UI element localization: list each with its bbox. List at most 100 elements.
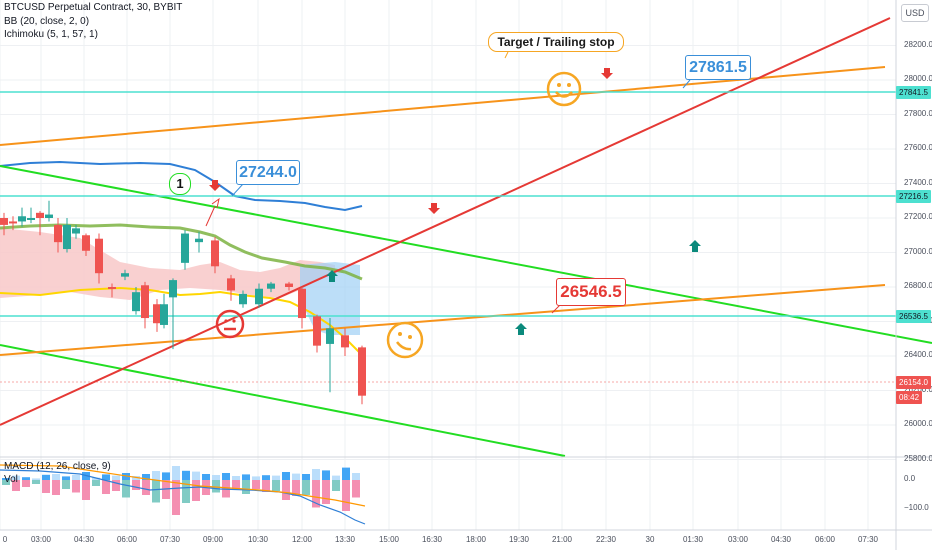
pointer-arrow-head: [211, 197, 220, 209]
candle: [313, 314, 321, 353]
time-axis-label: 07:30: [159, 535, 181, 544]
price-axis-label: 27600.0: [904, 143, 932, 152]
down-arrow-icon: [601, 68, 613, 79]
price-axis-label: 28200.0: [904, 39, 932, 49]
macd-bar: [292, 473, 300, 496]
macd-bar: [192, 471, 200, 501]
candle: [169, 278, 177, 350]
price-tag: 27841.5: [896, 86, 931, 99]
macd-bar: [152, 471, 160, 503]
macd-bar: [162, 472, 170, 499]
candle: [326, 318, 334, 393]
time-axis-label: 07:30: [857, 535, 879, 544]
time-axis-label: 22:30: [595, 535, 617, 544]
up-arrow-icon: [689, 240, 701, 252]
target-callout[interactable]: Target / Trailing stop: [488, 32, 624, 52]
candle: [36, 211, 44, 236]
signal-line: [0, 464, 366, 507]
macd-bar: [212, 475, 220, 493]
time-axis-label: 04:30: [73, 535, 95, 544]
macd-bar: [22, 477, 30, 487]
price-tag: 27216.5: [896, 190, 931, 203]
macd-bar: [242, 474, 250, 494]
smiley-face-icon: [546, 71, 582, 107]
macd-bar: [262, 475, 270, 492]
down-arrow-icon: [209, 180, 221, 191]
price-tag: 08:42: [896, 391, 923, 404]
macd-bar: [112, 475, 120, 491]
currency-button[interactable]: USD: [901, 4, 929, 22]
candle: [82, 233, 90, 256]
candle: [358, 345, 366, 405]
time-axis-label: 0: [2, 535, 8, 544]
macd-legend[interactable]: MACD (12, 26, close, 9): [4, 461, 111, 472]
macd-bar: [62, 476, 70, 489]
time-axis-label: 15:00: [378, 535, 400, 544]
callout-tail: [682, 79, 691, 89]
neutral-face-icon: [215, 309, 245, 339]
price-axis-label: 26000.0: [904, 419, 932, 428]
price-axis-label: 26800.0: [904, 281, 932, 290]
macd-bar: [92, 477, 100, 486]
mid-price-callout[interactable]: 27244.0: [236, 160, 300, 185]
macd-bar: [232, 476, 240, 490]
candles: [0, 200, 366, 405]
price-tag: 26154.0: [896, 376, 931, 389]
ichimoku-cloud: [0, 228, 335, 300]
time-axis-label: 12:00: [291, 535, 313, 544]
candle: [341, 328, 349, 356]
price-axis-label: 27400.0: [904, 177, 932, 187]
time-axis-label: 09:00: [202, 535, 224, 544]
wry-face-icon: [386, 321, 424, 359]
bb-lower: [0, 286, 363, 356]
macd-bar: [322, 470, 330, 504]
candle: [18, 207, 26, 227]
candle: [141, 281, 149, 329]
time-axis-label: 04:30: [770, 535, 792, 544]
candle: [45, 200, 53, 222]
candle: [72, 224, 80, 239]
price-axis-label: 26200.0: [904, 384, 932, 394]
time-axis-label: 21:00: [551, 535, 573, 544]
macd-bar: [302, 474, 310, 495]
macd-bar: [52, 474, 60, 495]
time-axis-label: 19:30: [508, 535, 530, 544]
time-axis-label: 06:00: [116, 535, 138, 544]
time-axis-label: 03:00: [727, 535, 749, 544]
time-axis-label: 10:30: [247, 535, 269, 544]
channel-orange-upper: [0, 66, 886, 146]
candle: [63, 218, 71, 253]
macd-bar: [72, 475, 80, 493]
price-axis-label: 25800.0: [904, 453, 932, 463]
macd-bar: [352, 473, 360, 498]
time-axis-label: 03:00: [30, 535, 52, 544]
candle: [298, 287, 306, 329]
macd-bar: [312, 469, 320, 508]
candle: [160, 293, 168, 329]
macd-bar: [202, 474, 210, 495]
macd-bar: [32, 478, 40, 484]
bb-basis: [0, 223, 363, 281]
marker-callout[interactable]: 1: [169, 173, 191, 195]
low-price-callout[interactable]: 26546.5: [556, 278, 626, 306]
candle: [95, 233, 103, 284]
channel-orange-lower: [0, 284, 886, 356]
candle: [227, 274, 235, 301]
time-axis-label: 13:30: [334, 535, 356, 544]
symbol-legend[interactable]: BTCUSD Perpetual Contract, 30, BYBIT: [4, 2, 183, 13]
candle: [9, 216, 17, 231]
bb-legend[interactable]: BB (20, close, 2, 0): [4, 16, 90, 27]
price-axis-label: 27200.0: [904, 212, 932, 221]
macd-bar: [42, 474, 50, 493]
macd-bar: [182, 470, 190, 503]
vol-legend[interactable]: Vol: [4, 474, 18, 485]
price-axis-label: 27000.0: [904, 246, 932, 256]
ichimoku-legend[interactable]: Ichimoku (5, 1, 57, 1): [4, 29, 98, 40]
high-price-callout[interactable]: 27861.5: [685, 55, 751, 80]
macd-bar: [272, 475, 280, 491]
candle: [0, 212, 8, 236]
down-arrow-icon: [428, 203, 440, 214]
time-axis-label: 18:00: [465, 535, 487, 544]
up-arrow-icon: [515, 323, 527, 335]
